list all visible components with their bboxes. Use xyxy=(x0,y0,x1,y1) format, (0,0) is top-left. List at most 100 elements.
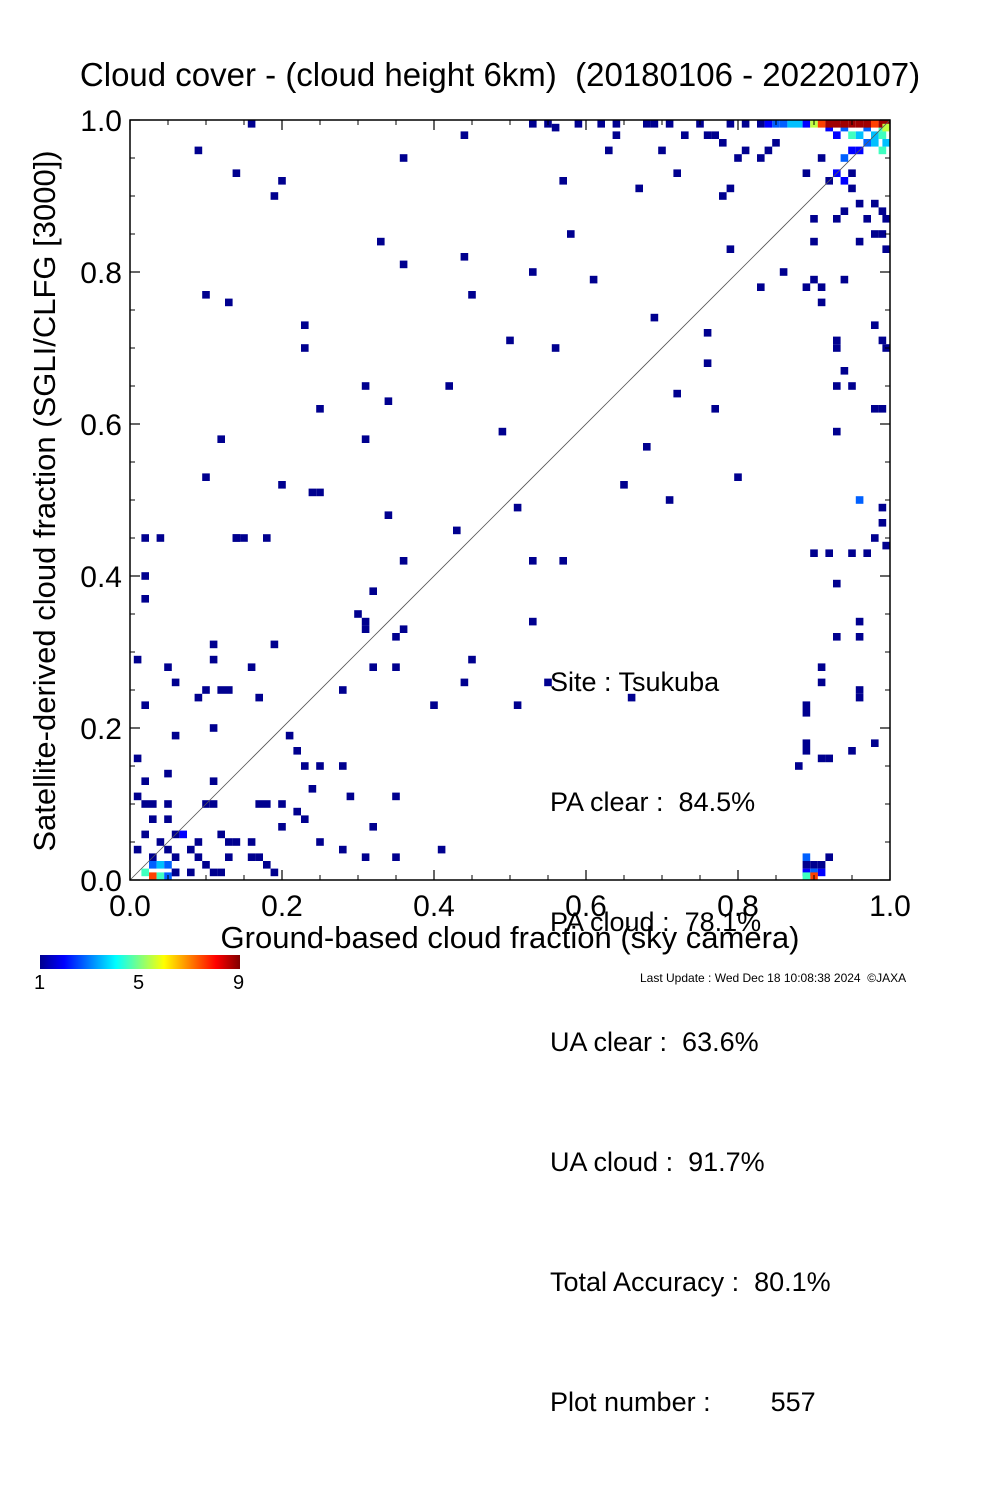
heatmap-cell xyxy=(346,792,355,801)
heatmap-cell xyxy=(529,120,537,128)
heatmap-cell xyxy=(802,120,811,128)
heatmap-cell xyxy=(878,519,887,527)
heatmap-cell xyxy=(863,549,871,557)
heatmap-cell xyxy=(255,693,263,702)
heatmap-cell xyxy=(817,678,826,687)
heatmap-cell xyxy=(445,382,453,390)
heatmap-cell xyxy=(171,868,180,877)
heatmap-cell xyxy=(361,382,370,390)
heatmap-cell xyxy=(468,291,476,299)
heatmap-cell xyxy=(301,344,309,352)
heatmap-cell xyxy=(384,511,393,519)
heatmap-cell xyxy=(354,610,362,618)
heatmap-cell xyxy=(673,169,681,177)
heatmap-cell xyxy=(468,655,476,664)
heatmap-cell xyxy=(817,861,826,869)
heatmap-cell xyxy=(848,146,856,155)
heatmap-cell xyxy=(855,131,864,139)
heatmap-cell xyxy=(833,427,841,436)
heatmap-cell xyxy=(726,120,735,128)
heatmap-cell xyxy=(840,275,849,284)
heatmap-cell xyxy=(263,534,271,542)
heatmap-cell xyxy=(703,359,712,367)
heatmap-cell xyxy=(711,131,719,139)
y-tick-label: 0.4 xyxy=(80,561,122,594)
heatmap-cell xyxy=(658,146,666,155)
heatmap-cell xyxy=(141,595,149,603)
heatmap-cell xyxy=(293,747,301,755)
heatmap-cell xyxy=(802,739,811,747)
heatmap-cell xyxy=(361,625,370,633)
heatmap-cell xyxy=(817,283,826,291)
heatmap-cell xyxy=(392,792,400,801)
heatmap-cell xyxy=(141,777,149,785)
heatmap-cell xyxy=(316,838,324,846)
heatmap-cell xyxy=(209,800,218,808)
heatmap-cell xyxy=(825,754,833,763)
heatmap-cell xyxy=(650,120,659,128)
heatmap-cell xyxy=(498,427,507,436)
heatmap-cell xyxy=(848,131,856,139)
heatmap-cell xyxy=(612,120,621,128)
x-tick-label: 1.0 xyxy=(869,890,911,923)
heatmap-cell xyxy=(863,123,871,132)
heatmap-cell xyxy=(133,792,142,801)
heatmap-cell xyxy=(529,557,537,565)
heatmap-cell xyxy=(217,830,225,839)
heatmap-cell xyxy=(802,701,811,709)
heatmap-cell xyxy=(141,572,149,580)
heatmap-cell xyxy=(559,177,567,185)
heatmap-cell xyxy=(620,481,628,489)
heatmap-cell xyxy=(460,131,469,139)
heatmap-cell xyxy=(825,120,833,128)
heatmap-cell xyxy=(141,534,149,542)
heatmap-cell xyxy=(855,199,864,208)
heatmap-cell xyxy=(871,230,879,238)
heatmap-cell xyxy=(377,237,385,246)
heatmap-cell xyxy=(141,800,149,808)
heatmap-cell xyxy=(703,131,712,139)
heatmap-cell xyxy=(270,868,279,877)
heatmap-cell xyxy=(529,617,537,626)
plot-area: 0.00.0 0.2 0.2 0.4 0.4 0.6 0.6 0.8 0.8 1.0 1.0 xyxy=(80,105,911,923)
stat-plot-number: Plot number : 557 xyxy=(550,1387,816,1417)
heatmap-cell xyxy=(551,123,560,132)
heatmap-cell xyxy=(833,336,841,345)
x-tick-label: 0.0 xyxy=(109,890,151,923)
heatmap-cell xyxy=(878,131,887,139)
heatmap-cell xyxy=(301,762,309,770)
heatmap-cell xyxy=(719,139,727,147)
heatmap-cell xyxy=(855,120,864,128)
heatmap-cell xyxy=(247,838,256,846)
heatmap-cell xyxy=(840,177,849,185)
y-tick-label: 0.8 xyxy=(80,257,122,290)
heatmap-cell xyxy=(711,405,719,413)
heatmap-cell xyxy=(179,830,187,839)
heatmap-cell xyxy=(141,830,149,839)
heatmap-cell xyxy=(848,382,856,390)
heatmap-cell xyxy=(855,693,864,702)
heatmap-cell xyxy=(848,549,856,557)
heatmap-cell xyxy=(171,731,180,740)
heatmap-cell xyxy=(263,861,271,869)
heatmap-cell xyxy=(149,861,157,869)
heatmap-cell xyxy=(399,625,408,633)
heatmap-cell xyxy=(734,154,742,162)
heatmap-cell xyxy=(316,762,324,770)
heatmap-cell xyxy=(369,587,377,595)
stats-panel: Site : Tsukuba PA clear : 84.5% PA cloud… xyxy=(550,582,831,1502)
heatmap-cell xyxy=(392,853,400,861)
heatmap-cell xyxy=(871,321,879,329)
heatmap-cell xyxy=(278,481,286,489)
heatmap-cell xyxy=(437,845,446,854)
x-tick-label: 0.6 xyxy=(565,890,607,923)
heatmap-cell xyxy=(810,868,818,877)
heatmap-cell xyxy=(164,815,172,823)
heatmap-cell xyxy=(544,678,552,687)
heatmap-cell xyxy=(460,678,469,687)
heatmap-cell xyxy=(255,853,263,861)
heatmap-cell xyxy=(741,146,750,155)
heatmap-cell xyxy=(255,800,263,808)
heatmap-cell xyxy=(833,382,841,390)
heatmap-cell xyxy=(225,686,233,694)
